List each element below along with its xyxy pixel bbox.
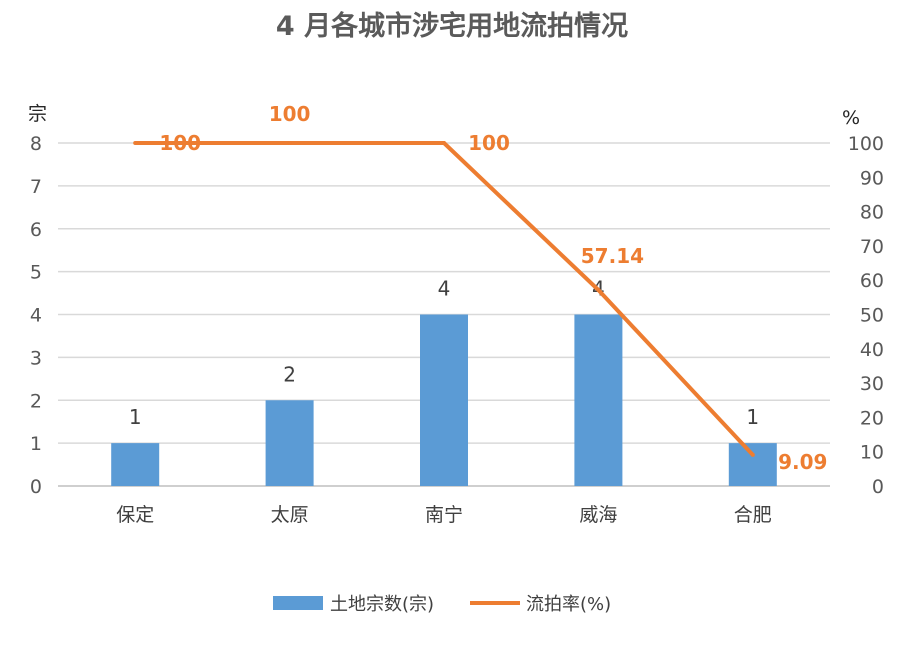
left-tick-label: 3 — [30, 347, 42, 369]
bar — [574, 314, 623, 486]
category-label: 南宁 — [425, 504, 463, 526]
line-value-label: 100 — [468, 131, 510, 155]
bar-value-label: 4 — [438, 277, 451, 301]
right-axis-ticks: 0 10 20 30 40 50 60 70 80 90 100 — [848, 133, 884, 498]
legend: 土地宗数(宗) 流拍率(%) — [273, 594, 611, 615]
left-tick-label: 8 — [30, 133, 42, 155]
right-tick-label: 60 — [860, 270, 884, 292]
line-value-label: 100 — [159, 131, 201, 155]
left-tick-label: 2 — [30, 390, 42, 412]
chart-title: 4 月各城市涉宅用地流拍情况 — [276, 10, 628, 42]
left-axis-ticks: 0 1 2 3 4 5 6 7 8 — [30, 133, 42, 498]
right-tick-label: 20 — [860, 407, 884, 429]
line-point — [596, 288, 601, 293]
line-point — [287, 141, 292, 145]
bar — [265, 400, 314, 486]
line-point — [133, 141, 138, 145]
category-label: 保定 — [116, 504, 154, 526]
right-tick-label: 100 — [848, 133, 884, 155]
legend-swatch-bar — [273, 596, 323, 610]
right-tick-label: 30 — [860, 373, 884, 395]
left-tick-label: 7 — [30, 176, 42, 198]
category-label: 合肥 — [734, 504, 772, 526]
right-tick-label: 10 — [860, 442, 884, 464]
bar-series — [111, 314, 777, 486]
bar — [420, 314, 468, 486]
legend-label-bar: 土地宗数(宗) — [330, 594, 434, 615]
right-tick-label: 90 — [860, 167, 884, 189]
legend-label-line: 流拍率(%) — [526, 594, 611, 615]
line-series — [133, 141, 755, 457]
line-value-label: 100 — [269, 102, 311, 126]
right-axis-unit: % — [842, 107, 860, 129]
right-tick-label: 40 — [860, 339, 884, 361]
right-tick-label: 0 — [872, 476, 884, 498]
right-tick-label: 50 — [860, 305, 884, 327]
left-axis-unit: 宗 — [28, 103, 47, 125]
bar-value-label: 2 — [283, 362, 296, 386]
left-tick-label: 5 — [30, 262, 42, 284]
bar-value-label: 1 — [129, 405, 142, 429]
left-tick-label: 4 — [30, 305, 42, 327]
left-tick-label: 0 — [30, 476, 42, 498]
left-tick-label: 6 — [30, 219, 42, 241]
line-value-label: 57.14 — [581, 244, 644, 268]
bar-value-label: 1 — [746, 405, 759, 429]
category-label: 威海 — [579, 504, 617, 526]
line-point — [750, 452, 755, 457]
line-data-labels: 100 100 100 57.14 9.09 — [159, 102, 827, 474]
bar — [111, 443, 160, 486]
category-labels: 保定 太原 南宁 威海 合肥 — [116, 504, 772, 526]
left-tick-label: 1 — [30, 433, 42, 455]
category-label: 太原 — [271, 504, 309, 526]
line-point — [442, 141, 446, 145]
line-value-label: 9.09 — [778, 450, 827, 474]
right-tick-label: 70 — [860, 236, 884, 258]
bar — [728, 443, 777, 486]
right-tick-label: 80 — [860, 202, 884, 224]
